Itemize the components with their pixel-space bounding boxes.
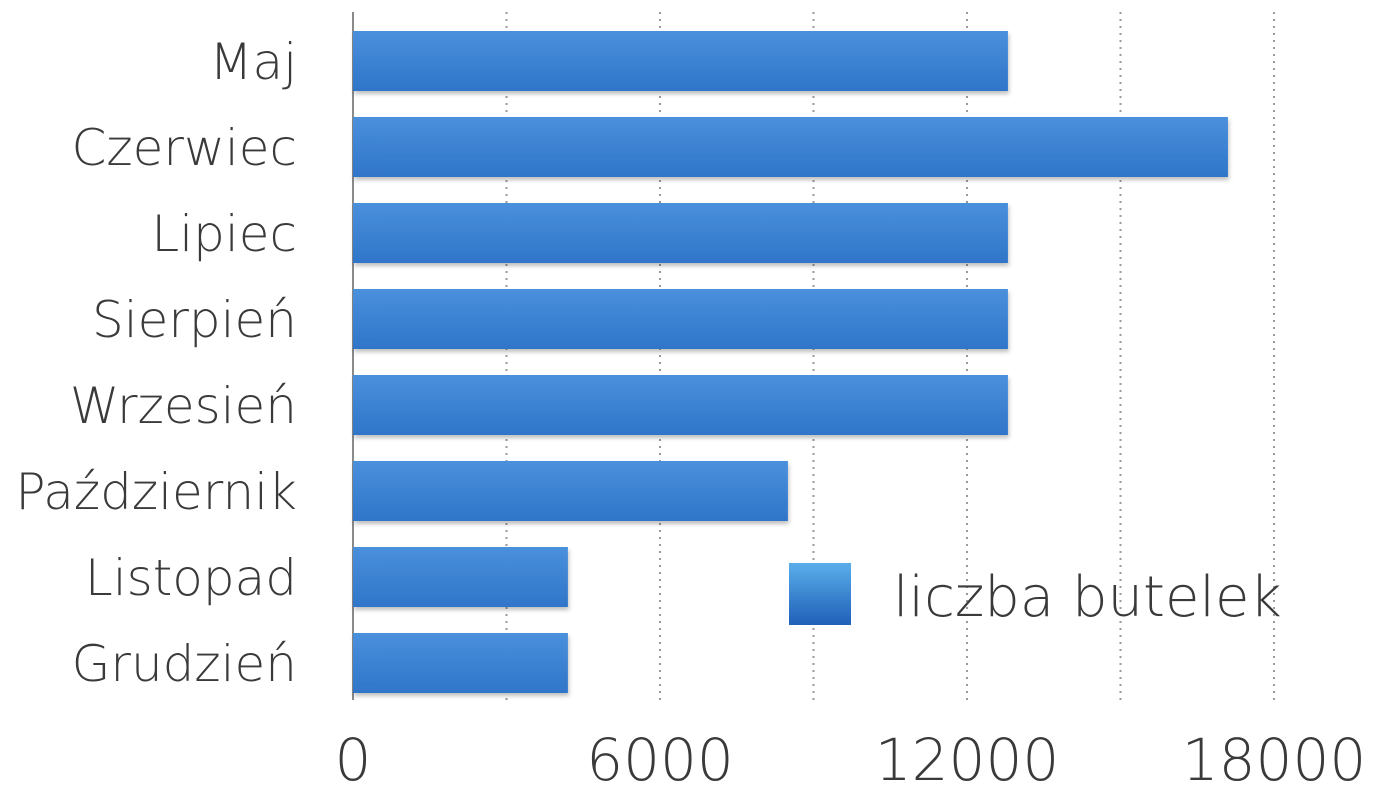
- x-tick-label: 12000: [875, 726, 1060, 792]
- category-label: Wrzesień: [70, 377, 297, 435]
- x-tick-labels: 0 6000 12000 18000: [335, 726, 1367, 792]
- legend-swatch: [789, 563, 851, 625]
- legend: liczba butelek: [789, 563, 1282, 630]
- bar: [353, 289, 1008, 349]
- bar: [353, 117, 1228, 177]
- category-label: Grudzień: [72, 635, 297, 693]
- bar: [353, 31, 1008, 91]
- category-label: Listopad: [85, 549, 297, 607]
- bars: [353, 31, 1228, 693]
- bar: [353, 375, 1008, 435]
- category-label: Lipiec: [151, 205, 297, 263]
- x-tick-label: 18000: [1182, 726, 1367, 792]
- x-tick-label: 6000: [586, 726, 734, 792]
- category-label: Maj: [209, 33, 297, 91]
- category-labels: Maj Czerwiec Lipiec Sierpień Wrzesień Paździe…: [15, 33, 297, 693]
- bar: [353, 461, 788, 521]
- category-label: Czerwiec: [71, 119, 297, 177]
- category-label: Sierpień: [92, 291, 297, 349]
- legend-label: liczba butelek: [893, 565, 1282, 630]
- grid-lines: [505, 12, 1275, 700]
- x-tick-label: 0: [335, 726, 372, 792]
- category-label: Październik: [15, 463, 297, 521]
- bar: [353, 547, 568, 607]
- bar: [353, 633, 568, 693]
- bar: [353, 203, 1008, 263]
